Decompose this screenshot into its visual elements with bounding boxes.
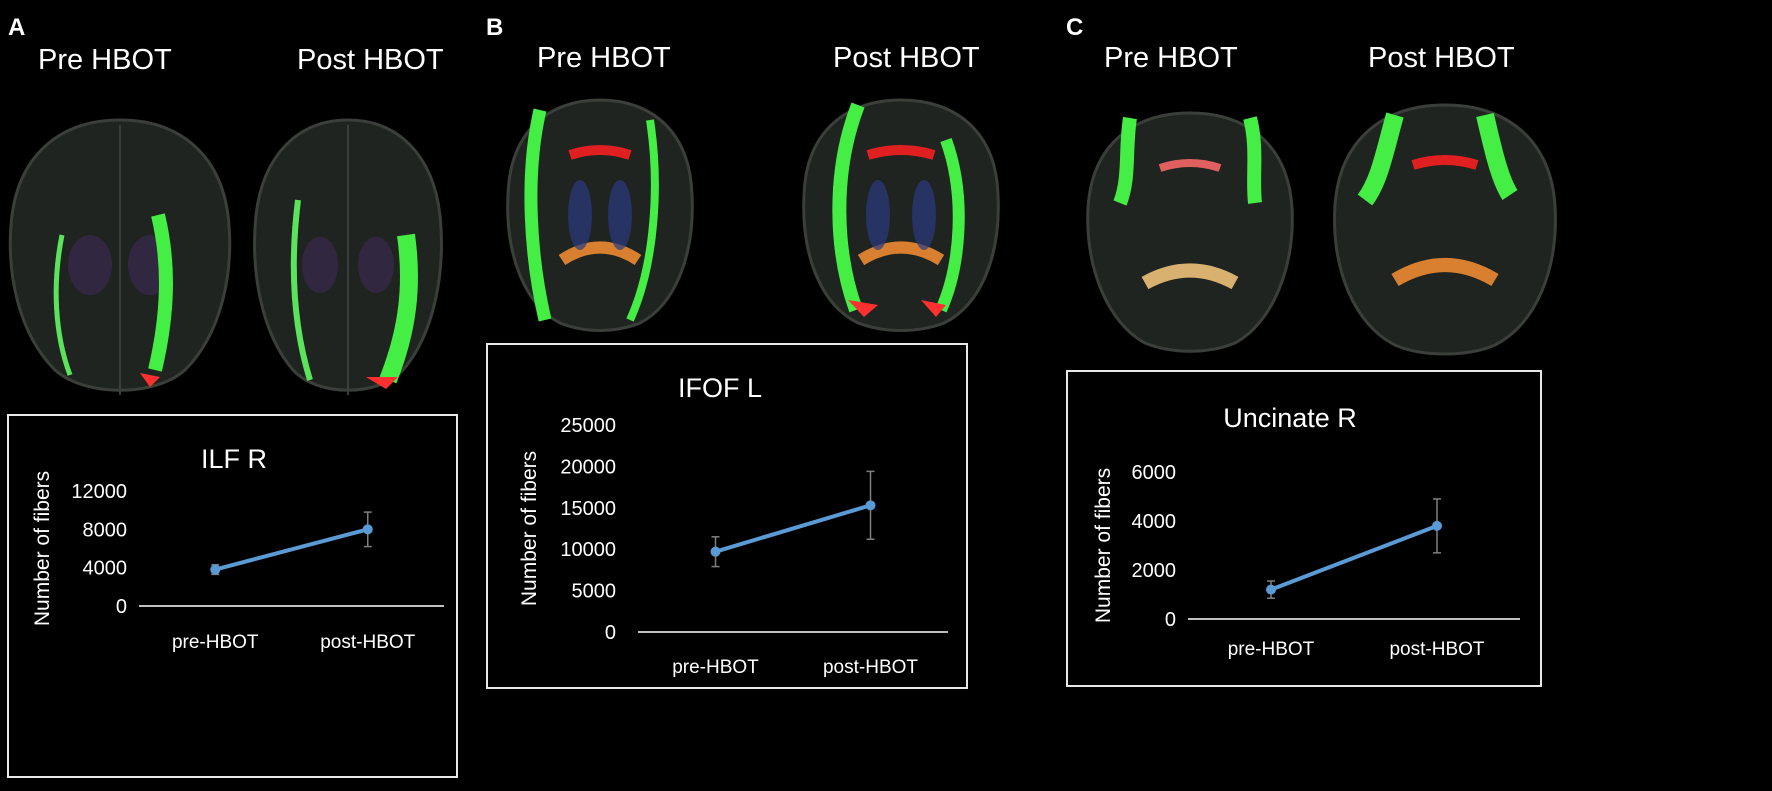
y-tick-label-ifof-l-0: 0 <box>605 622 616 644</box>
x-category-label-ilf-r-0: pre-HBOT <box>172 632 259 653</box>
chart-ilf-r: ILF R 0 4000 8000 12000 Number of fibers pre-H… <box>31 444 444 653</box>
y-tick-label-uncinate-r-0: 0 <box>1165 609 1176 631</box>
y-axis-label-uncinate-r: Number of fibers <box>1092 468 1115 623</box>
chart-ifof-l: IFOF L 0 5000 10000 15000 20000 25000 Number of… <box>518 373 948 678</box>
y-axis-label-ifof-l: Number of fibers <box>518 451 541 606</box>
y-tick-label-ifof-l-2: 10000 <box>560 539 616 561</box>
brain-scan-a-pre <box>8 118 232 395</box>
panel-label-a: A <box>8 14 26 41</box>
post-hbot-label-c: Post HBOT <box>1368 42 1515 74</box>
y-tick-label-ifof-l-4: 20000 <box>560 456 616 478</box>
y-tick-label-ilf-r-2: 8000 <box>83 519 128 541</box>
pre-hbot-label-a: Pre HBOT <box>38 44 172 76</box>
data-point-ifof-l-0 <box>710 546 721 557</box>
data-point-ifof-l-1 <box>865 500 876 511</box>
chart-box-b: IFOF L 0 5000 10000 15000 20000 25000 Number of… <box>486 343 968 689</box>
brain-scan-b-pre <box>506 98 694 332</box>
y-tick-label-uncinate-r-1: 2000 <box>1132 560 1177 582</box>
pre-hbot-label-c: Pre HBOT <box>1104 42 1238 74</box>
y-tick-label-ifof-l-5: 25000 <box>560 415 616 437</box>
y-tick-label-uncinate-r-3: 6000 <box>1132 462 1177 484</box>
data-point-uncinate-r-0 <box>1266 584 1276 595</box>
series-line-ilf-r <box>214 527 369 572</box>
x-category-label-ifof-l-0: pre-HBOT <box>672 657 759 678</box>
y-tick-label-ilf-r-3: 12000 <box>71 481 127 503</box>
panel-label-c: C <box>1066 14 1084 41</box>
post-hbot-label-a: Post HBOT <box>297 44 444 76</box>
y-tick-label-ifof-l-1: 5000 <box>572 581 617 603</box>
chart-title-ifof-l: IFOF L <box>678 373 762 403</box>
chart-uncinate-r: Uncinate R 0 2000 4000 6000 Number of fibers p… <box>1092 403 1520 660</box>
y-axis-label-ilf-r: Number of fibers <box>31 471 54 626</box>
panel-label-b: B <box>486 14 504 41</box>
series-line-uncinate-r <box>1270 524 1438 592</box>
y-tick-label-uncinate-r-2: 4000 <box>1132 511 1177 533</box>
data-point-uncinate-r-1 <box>1432 520 1442 531</box>
brain-scan-b-post <box>802 98 1000 332</box>
data-point-ilf-r-0 <box>210 564 221 575</box>
y-tick-label-ilf-r-0: 0 <box>116 596 127 618</box>
brain-scan-c-pre <box>1086 111 1294 353</box>
x-category-label-uncinate-r-1: post-HBOT <box>1389 639 1484 660</box>
data-point-ilf-r-1 <box>362 524 373 535</box>
brain-scan-a-post <box>253 118 443 395</box>
brain-scan-c-post <box>1333 103 1557 356</box>
x-category-label-uncinate-r-0: pre-HBOT <box>1228 639 1315 660</box>
chart-box-c: Uncinate R 0 2000 4000 6000 Number of fibers p… <box>1066 370 1542 687</box>
x-category-label-ilf-r-1: post-HBOT <box>320 632 415 653</box>
post-hbot-label-b: Post HBOT <box>833 42 980 74</box>
chart-title-uncinate-r: Uncinate R <box>1223 403 1357 433</box>
y-tick-label-ifof-l-3: 15000 <box>560 498 616 520</box>
pre-hbot-label-b: Pre HBOT <box>537 42 671 74</box>
series-line-ifof-l <box>714 503 872 554</box>
chart-box-a: ILF R 0 4000 8000 12000 Number of fibers pre-H… <box>7 414 458 778</box>
x-category-label-ifof-l-1: post-HBOT <box>823 657 918 678</box>
y-tick-label-ilf-r-1: 4000 <box>83 558 128 580</box>
chart-title-ilf-r: ILF R <box>201 444 267 474</box>
